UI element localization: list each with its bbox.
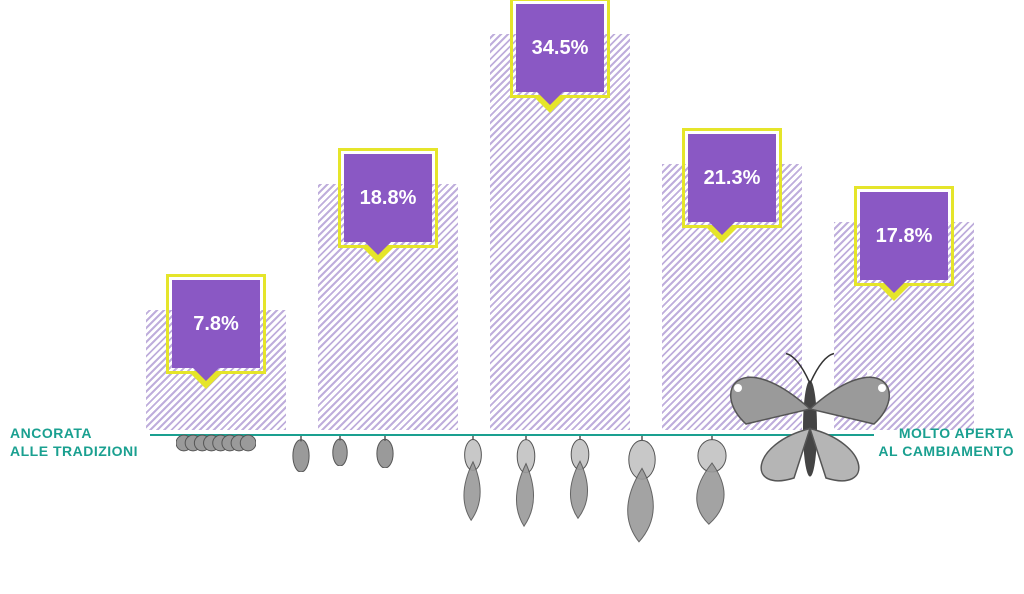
value-label: 21.3% [682, 128, 782, 228]
pupa-3-icon [376, 436, 394, 468]
value-callout: 21.3% [682, 128, 782, 228]
value-callout: 17.8% [854, 186, 954, 286]
emerge-4-icon [612, 436, 672, 544]
axis-label-left-line2: ALLE TRADIZIONI [10, 443, 138, 461]
value-label: 7.8% [166, 274, 266, 374]
value-label: 17.8% [854, 186, 954, 286]
value-callout: 34.5% [510, 0, 610, 98]
chart-stage: 7.8% 18.8% 34.5% 21.3% 17.8% ANCORATA ALLE T… [0, 0, 1024, 594]
emerge-1-icon [454, 436, 492, 522]
emerge-3-icon [560, 436, 600, 520]
caterpillar-icon [176, 432, 256, 454]
pupa-2-icon [332, 436, 348, 466]
emerge-2-icon [506, 436, 546, 528]
butterfly-icon [710, 346, 910, 496]
axis-label-left-line1: ANCORATA [10, 425, 138, 443]
value-label: 18.8% [338, 148, 438, 248]
value-label: 34.5% [510, 0, 610, 98]
value-callout: 7.8% [166, 274, 266, 374]
axis-label-left: ANCORATA ALLE TRADIZIONI [10, 425, 138, 460]
pupa-1-icon [292, 436, 310, 472]
value-callout: 18.8% [338, 148, 438, 248]
